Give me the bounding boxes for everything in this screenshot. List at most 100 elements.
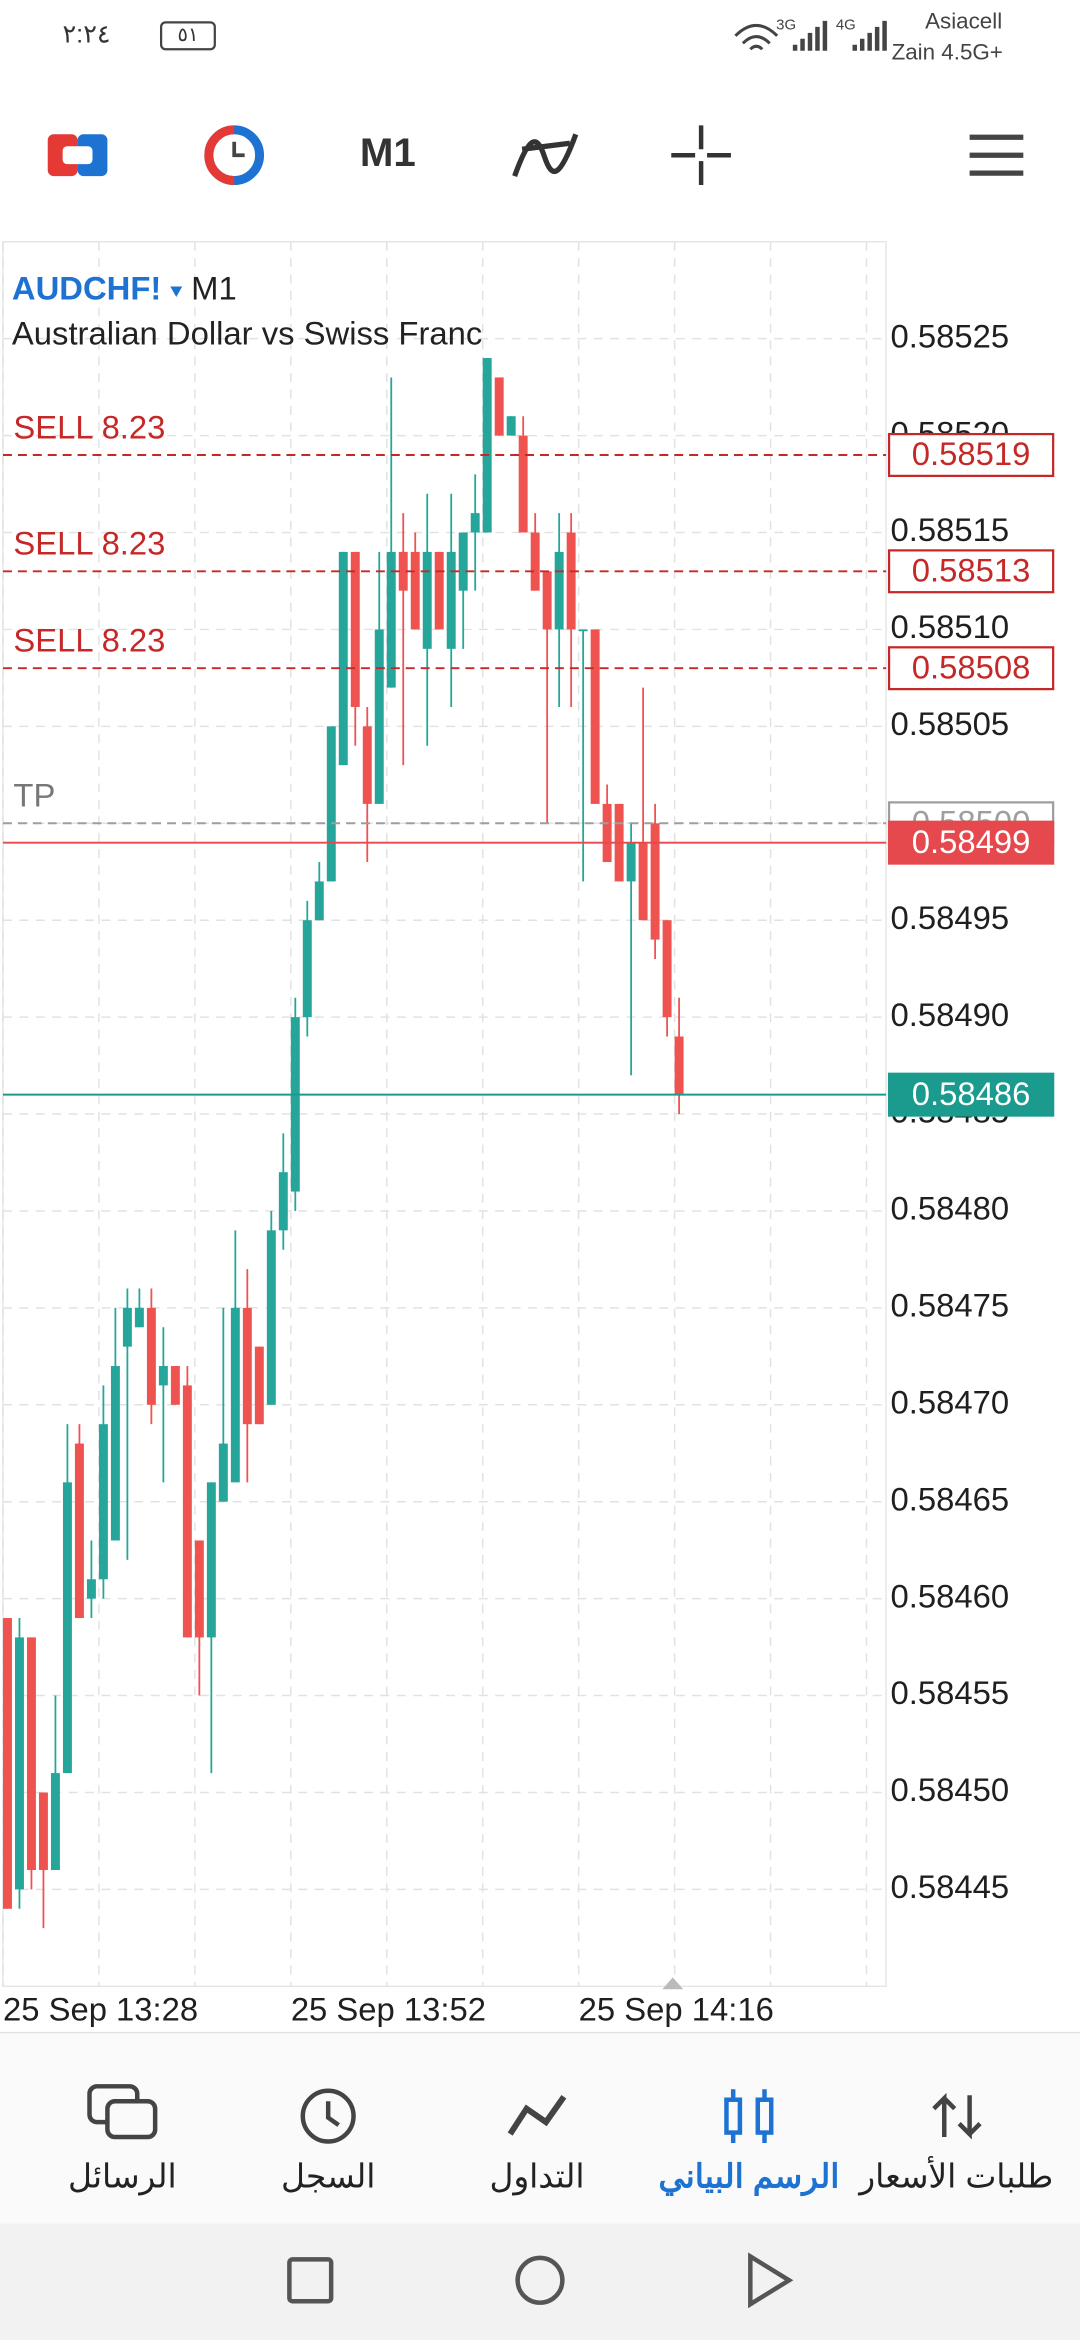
x-tick-label: 25 Sep 13:28 (3, 1990, 198, 2027)
candle-body (278, 1172, 288, 1231)
candle-body (542, 571, 552, 630)
price-line-label: SELL 8.23 (13, 525, 165, 562)
candle-body (482, 358, 492, 533)
signal-icon (852, 20, 887, 51)
bottom-nav-bg (0, 2032, 1080, 2224)
candle-body (38, 1792, 48, 1871)
chart-frame (2, 241, 887, 1988)
price-lines: SELL 8.23 SELL 8.23 SELL 8.23 TP (2, 408, 887, 1096)
candle-body (26, 1637, 36, 1871)
candle-body (158, 1366, 168, 1386)
candle-body (410, 551, 420, 630)
carrier-name: Zain 4.5G+ (892, 40, 1003, 65)
nav-icon (507, 2095, 567, 2136)
y-tick-label: 0.58445 (891, 1868, 1010, 1905)
candle-body (146, 1307, 156, 1405)
candle-body (242, 1307, 252, 1425)
nav-label[interactable]: السجل (281, 2157, 375, 2194)
y-tick-label: 0.58515 (891, 511, 1010, 548)
bottom-nav: الرسائل السجل التداول الرسم البياني طلبا… (0, 2031, 1080, 2224)
signal-icon (792, 20, 828, 51)
candle-body (2, 1618, 12, 1909)
candle-body (194, 1540, 204, 1638)
candle-body (362, 726, 372, 804)
x-tick-label: 25 Sep 14:16 (579, 1990, 774, 2027)
nav-label[interactable]: الرسم البياني (658, 2157, 839, 2196)
carrier-name: Asiacell (925, 8, 1002, 33)
system-nav-bg (0, 2223, 1080, 2340)
candle-body (302, 920, 312, 1018)
candle-body (602, 803, 612, 863)
wifi-icon (734, 23, 779, 51)
price-tag (887, 646, 1055, 691)
candle-body (434, 551, 444, 630)
candle-body (554, 551, 564, 630)
home-button[interactable] (515, 2255, 565, 2305)
price-tag-label: 0.58508 (912, 648, 1031, 685)
chart-subtitle: Australian Dollar vs Swiss Franc (12, 314, 482, 351)
price-line-label: SELL 8.23 (13, 408, 165, 445)
nav-label[interactable]: الرسائل (68, 2157, 177, 2196)
chart: SELL 8.23 SELL 8.23 SELL 8.23 TP AUDCHF! M1… (2, 241, 887, 1990)
nav-icon (724, 2089, 774, 2144)
candles (2, 358, 684, 1929)
candle-body (398, 551, 408, 591)
candle-body (638, 842, 648, 921)
crosshair-button[interactable] (671, 125, 731, 186)
candle-body (266, 1230, 276, 1405)
candle-body (578, 629, 588, 632)
candle-body (170, 1366, 180, 1405)
price-tag (887, 549, 1055, 594)
candle-body (314, 881, 324, 921)
status-time: ٢:٢٤ (63, 21, 111, 49)
candle-body (74, 1443, 84, 1619)
candle-body (422, 551, 432, 649)
candle-body (506, 416, 516, 436)
y-tick-label: 0.58490 (891, 996, 1010, 1033)
candle-body (110, 1366, 120, 1541)
nav-label[interactable]: التداول (490, 2157, 585, 2196)
y-tick-label: 0.58475 (891, 1287, 1010, 1324)
candle-body (470, 513, 480, 533)
system-nav (0, 2223, 1080, 2340)
candle-body (650, 823, 660, 940)
status-bar: ٢:٢٤ ٥١ 3G 4G Asiacell Zain 4.5G+ (63, 8, 1003, 64)
symbol[interactable]: AUDCHF! (12, 270, 161, 307)
price-tag-label: 0.58513 (912, 551, 1031, 588)
candle-body (566, 532, 576, 630)
recents-button[interactable] (287, 2257, 334, 2304)
candle-body (530, 532, 540, 591)
y-tick-label: 0.58525 (891, 317, 1010, 354)
price-tag (887, 820, 1055, 865)
y-tick-label: 0.58450 (891, 1771, 1010, 1808)
battery-level: ٥١ (178, 24, 199, 46)
symbol-dropdown[interactable] (170, 286, 183, 297)
candle-body (254, 1346, 264, 1425)
chart-mode-button[interactable] (47, 134, 108, 177)
candle-body (590, 629, 600, 804)
back-button[interactable] (748, 2252, 794, 2309)
nav-label[interactable]: طلبات الأسعار (857, 2155, 1053, 2196)
y-tick-label: 0.58510 (891, 608, 1010, 645)
candle-body (134, 1307, 144, 1328)
network-4g: 4G (836, 16, 856, 33)
menu-button[interactable] (969, 134, 1024, 176)
candle-body (338, 551, 348, 766)
price-tag-label: 0.58519 (912, 435, 1031, 472)
timeframe-button[interactable]: M1 (360, 130, 416, 175)
candle-body (674, 1036, 684, 1095)
y-tick-label: 0.58505 (891, 705, 1010, 742)
candle-body (230, 1307, 240, 1483)
timeframe-clock-button[interactable] (204, 125, 265, 186)
candle-body (14, 1637, 24, 1890)
candle-body (218, 1443, 228, 1502)
candle-body (374, 629, 384, 804)
candle-body (290, 1017, 300, 1192)
candle-body (182, 1385, 192, 1638)
price-tag (887, 432, 1055, 477)
candle-body (62, 1482, 72, 1774)
candle-body (386, 551, 396, 688)
indicators-button[interactable] (512, 133, 579, 177)
nav-icon (932, 2092, 982, 2140)
